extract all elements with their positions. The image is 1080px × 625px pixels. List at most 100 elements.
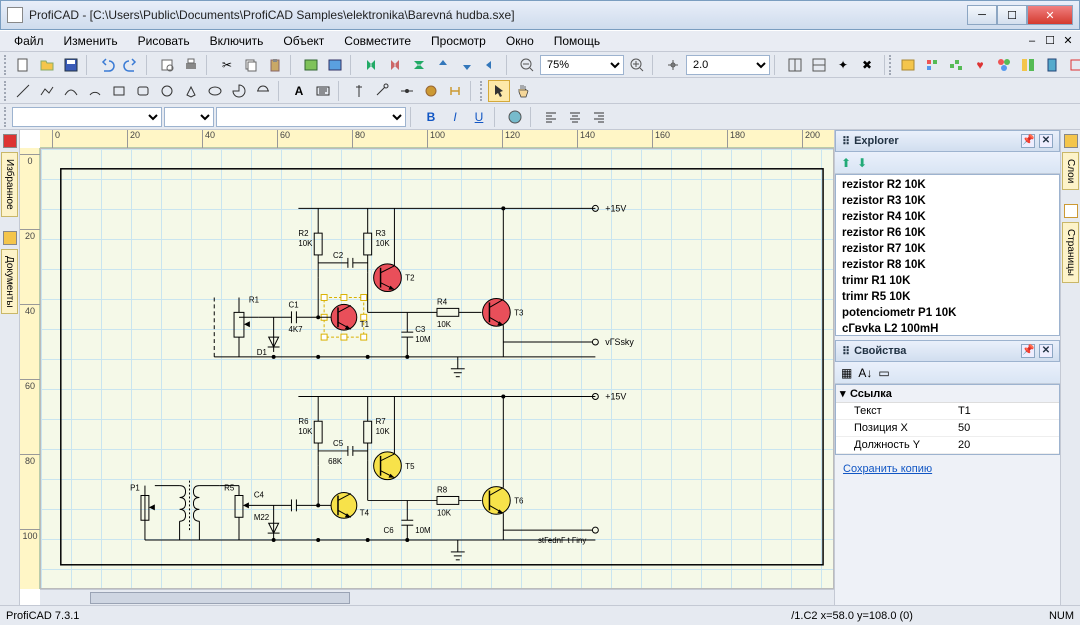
- print-preview-icon[interactable]: [156, 54, 178, 76]
- tab-pages[interactable]: Страницы: [1062, 222, 1079, 283]
- new-icon[interactable]: [12, 54, 34, 76]
- property-row[interactable]: Позиция X50: [836, 420, 1059, 437]
- dim2-icon[interactable]: [372, 80, 394, 102]
- doc-chip-icon[interactable]: [3, 231, 17, 245]
- redo-icon[interactable]: [120, 54, 142, 76]
- properties-header[interactable]: ⠿ Свойства 📌 ✕: [835, 340, 1060, 362]
- explorer-list[interactable]: rezistor R2 10Krezistor R3 10Krezistor R…: [835, 174, 1060, 336]
- font-combo[interactable]: [12, 107, 162, 127]
- palette3-icon[interactable]: [945, 54, 967, 76]
- print-icon[interactable]: [180, 54, 202, 76]
- pages-chip-icon[interactable]: [1064, 204, 1078, 218]
- image2-icon[interactable]: [324, 54, 346, 76]
- rotate-down-icon[interactable]: [456, 54, 478, 76]
- scrollbar-horizontal[interactable]: [40, 589, 834, 605]
- palette4-icon[interactable]: [993, 54, 1015, 76]
- menu-align[interactable]: Совместите: [334, 32, 421, 50]
- width-combo[interactable]: 2.0: [686, 55, 770, 75]
- palette1-icon[interactable]: [897, 54, 919, 76]
- open-icon[interactable]: [36, 54, 58, 76]
- zoom-in-icon[interactable]: [626, 54, 648, 76]
- undo-icon[interactable]: [96, 54, 118, 76]
- palette2-icon[interactable]: [921, 54, 943, 76]
- close-panel-icon[interactable]: ✕: [1039, 134, 1053, 148]
- menu-enable[interactable]: Включить: [200, 32, 274, 50]
- list-item[interactable]: rezistor R8 10K: [842, 257, 1053, 273]
- roundrect-icon[interactable]: [132, 80, 154, 102]
- minimize-button[interactable]: ─: [967, 5, 997, 25]
- save-icon[interactable]: [60, 54, 82, 76]
- categorized-icon[interactable]: ▦: [841, 366, 852, 380]
- tab-documents[interactable]: Документы: [1, 249, 18, 315]
- property-row[interactable]: ТекстT1: [836, 403, 1059, 420]
- menu-edit[interactable]: Изменить: [54, 32, 128, 50]
- dim1-icon[interactable]: [348, 80, 370, 102]
- italic-icon[interactable]: I: [444, 106, 466, 128]
- node-icon[interactable]: [396, 80, 418, 102]
- layers-chip-icon[interactable]: [1064, 134, 1078, 148]
- menu-object[interactable]: Объект: [273, 32, 334, 50]
- chord-icon[interactable]: [252, 80, 274, 102]
- properties-grid[interactable]: ▾Ссылка ТекстT1Позиция X50Должность Y20: [835, 384, 1060, 455]
- pie-icon[interactable]: [228, 80, 250, 102]
- ellipse-icon[interactable]: [204, 80, 226, 102]
- list-item[interactable]: rezistor R3 10K: [842, 193, 1053, 209]
- copy-icon[interactable]: [240, 54, 262, 76]
- menu-help[interactable]: Помощь: [544, 32, 610, 50]
- rect-icon[interactable]: [108, 80, 130, 102]
- ground-icon[interactable]: [420, 80, 442, 102]
- flip-h-icon[interactable]: [360, 54, 382, 76]
- list-item[interactable]: rezistor R4 10K: [842, 209, 1053, 225]
- close-button[interactable]: ✕: [1027, 5, 1073, 25]
- text-icon[interactable]: A: [288, 80, 310, 102]
- snap-icon[interactable]: [662, 54, 684, 76]
- underline-icon[interactable]: U: [468, 106, 490, 128]
- tab-favorites[interactable]: Избранное: [1, 152, 18, 217]
- list-item[interactable]: rezistor R2 10K: [842, 177, 1053, 193]
- paste-icon[interactable]: [264, 54, 286, 76]
- rotate-up-icon[interactable]: [432, 54, 454, 76]
- arc-icon[interactable]: [84, 80, 106, 102]
- menu-window[interactable]: Окно: [496, 32, 544, 50]
- image1-icon[interactable]: [300, 54, 322, 76]
- tools-icon[interactable]: ✦: [832, 54, 854, 76]
- flip-h2-icon[interactable]: [384, 54, 406, 76]
- junction-icon[interactable]: [444, 80, 466, 102]
- pointer-icon[interactable]: [488, 80, 510, 102]
- palette5-icon[interactable]: [1017, 54, 1039, 76]
- alpha-icon[interactable]: A↓: [858, 366, 872, 380]
- pan-icon[interactable]: [512, 80, 534, 102]
- layout2-icon[interactable]: [808, 54, 830, 76]
- align-right-icon[interactable]: [588, 106, 610, 128]
- menu-file[interactable]: Файл: [4, 32, 54, 50]
- cut-icon[interactable]: ✂: [216, 54, 238, 76]
- explorer-header[interactable]: ⠿ Explorer 📌 ✕: [835, 130, 1060, 152]
- curve-icon[interactable]: [60, 80, 82, 102]
- mdi-close[interactable]: ✕: [1060, 34, 1076, 48]
- style-combo[interactable]: [216, 107, 406, 127]
- palette6-icon[interactable]: [1041, 54, 1063, 76]
- zoom-combo[interactable]: 75%: [540, 55, 624, 75]
- menu-view[interactable]: Просмотр: [421, 32, 496, 50]
- mdi-minimize[interactable]: –: [1024, 34, 1040, 48]
- list-item[interactable]: trimr R5 10K: [842, 289, 1053, 305]
- polyline-icon[interactable]: [36, 80, 58, 102]
- circle-icon[interactable]: [156, 80, 178, 102]
- color-icon[interactable]: [504, 106, 526, 128]
- save-copy-link[interactable]: Сохранить копию: [843, 463, 932, 475]
- palette7-icon[interactable]: [1065, 54, 1080, 76]
- list-item[interactable]: rezistor R6 10K: [842, 225, 1053, 241]
- drawing-canvas[interactable]: +15V R210K R310K C2 T2: [40, 148, 834, 589]
- polygon-icon[interactable]: [180, 80, 202, 102]
- pin2-icon[interactable]: 📌: [1021, 344, 1035, 358]
- fav-chip-icon[interactable]: [3, 134, 17, 148]
- settings-icon[interactable]: ✖: [856, 54, 878, 76]
- layout1-icon[interactable]: [784, 54, 806, 76]
- size-combo[interactable]: [164, 107, 214, 127]
- list-item[interactable]: trimr R1 10K: [842, 273, 1053, 289]
- flip-v-icon[interactable]: [408, 54, 430, 76]
- line-icon[interactable]: [12, 80, 34, 102]
- up-arrow-icon[interactable]: ⬆: [841, 156, 851, 170]
- down-arrow-icon[interactable]: ⬇: [857, 156, 867, 170]
- mdi-restore[interactable]: ☐: [1042, 34, 1058, 48]
